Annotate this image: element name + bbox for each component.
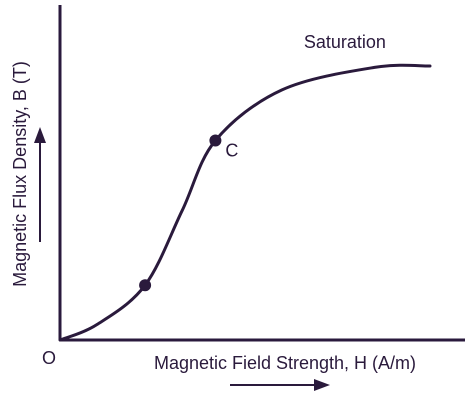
y-axis-label: Magnetic Flux Density, B (T) bbox=[10, 61, 30, 287]
x-direction-arrowhead bbox=[314, 379, 330, 391]
origin-label: O bbox=[42, 348, 56, 368]
marked-point bbox=[209, 134, 222, 147]
x-axis-label: Magnetic Field Strength, H (A/m) bbox=[154, 353, 416, 373]
point-label: C bbox=[225, 140, 238, 160]
marked-point bbox=[139, 279, 152, 292]
bh-curve-line bbox=[58, 63, 432, 342]
y-direction-arrowhead bbox=[34, 127, 46, 143]
marked-points: C bbox=[139, 134, 238, 292]
saturation-annotation: Saturation bbox=[304, 32, 386, 52]
